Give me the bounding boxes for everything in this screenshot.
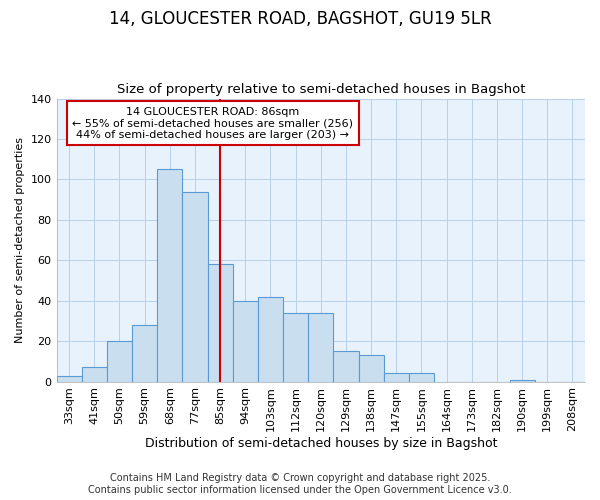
Bar	[283, 313, 308, 382]
Bar	[182, 192, 208, 382]
Bar	[308, 313, 334, 382]
Bar	[233, 300, 258, 382]
Bar	[56, 376, 82, 382]
Bar	[82, 368, 107, 382]
Bar	[383, 374, 409, 382]
Bar	[409, 374, 434, 382]
Text: Contains HM Land Registry data © Crown copyright and database right 2025.
Contai: Contains HM Land Registry data © Crown c…	[88, 474, 512, 495]
Bar	[258, 296, 283, 382]
Bar	[132, 325, 157, 382]
Bar	[334, 352, 359, 382]
Bar	[157, 170, 182, 382]
Bar	[208, 264, 233, 382]
Bar	[107, 341, 132, 382]
Text: 14, GLOUCESTER ROAD, BAGSHOT, GU19 5LR: 14, GLOUCESTER ROAD, BAGSHOT, GU19 5LR	[109, 10, 491, 28]
X-axis label: Distribution of semi-detached houses by size in Bagshot: Distribution of semi-detached houses by …	[145, 437, 497, 450]
Bar	[509, 380, 535, 382]
Bar	[359, 356, 383, 382]
Y-axis label: Number of semi-detached properties: Number of semi-detached properties	[15, 137, 25, 343]
Title: Size of property relative to semi-detached houses in Bagshot: Size of property relative to semi-detach…	[116, 83, 525, 96]
Text: 14 GLOUCESTER ROAD: 86sqm
← 55% of semi-detached houses are smaller (256)
44% of: 14 GLOUCESTER ROAD: 86sqm ← 55% of semi-…	[72, 106, 353, 140]
